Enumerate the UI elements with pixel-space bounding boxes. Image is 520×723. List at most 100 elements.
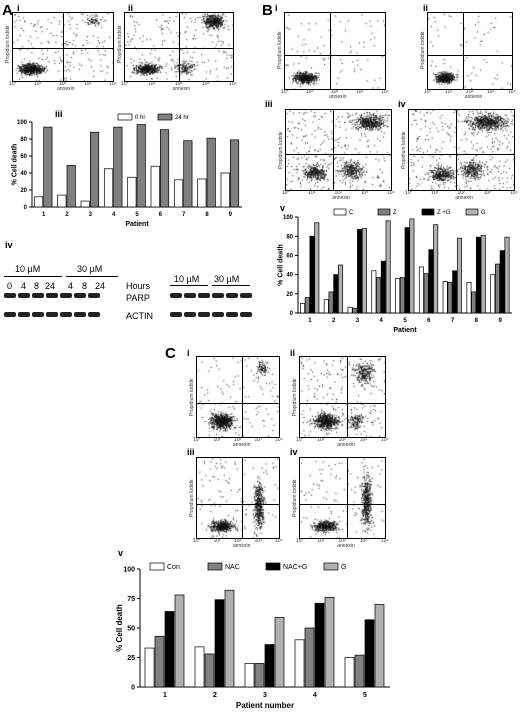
bar xyxy=(66,164,76,208)
bar xyxy=(471,291,477,314)
flow-b-i-xlabel: annexin xyxy=(329,94,347,100)
legend-label: Con xyxy=(167,564,180,571)
chart-b-v: 0 20 40 60 80 100 1 2 3 4 5 6 7 8 9 Patient % Cell death… xyxy=(277,208,512,333)
conc-10-line xyxy=(4,276,62,277)
bar xyxy=(164,611,175,688)
x-tick-label: 10° xyxy=(282,190,290,196)
quadrant-line-horizontal xyxy=(300,403,385,405)
quadrant-line-vertical xyxy=(242,458,244,538)
x-tick-label: 10⁴ xyxy=(109,81,117,87)
x-tick-label: 10³ xyxy=(359,538,367,544)
quadrant-line-vertical xyxy=(346,458,348,538)
flow-c-ii-points xyxy=(300,357,385,437)
blot-band xyxy=(212,293,224,298)
flow-a-i-xlabel: annexin xyxy=(57,86,75,92)
x-tick-label: 4 xyxy=(112,212,116,218)
x-tick-label: 10⁴ xyxy=(381,437,389,443)
flow-b-iii-points xyxy=(286,110,391,190)
bar xyxy=(376,277,382,314)
x-tick-label: 10⁴ xyxy=(381,89,389,95)
bar xyxy=(380,260,386,314)
bar xyxy=(364,619,375,688)
x-tick-label: 10² xyxy=(466,89,474,95)
bar xyxy=(423,273,429,314)
blot-band xyxy=(4,312,16,317)
x-tick-label: 10° xyxy=(405,190,413,196)
x-tick-label: 5 xyxy=(363,692,367,699)
y-tick-label: 50 xyxy=(127,625,135,632)
bar xyxy=(194,646,205,688)
bar xyxy=(328,291,334,314)
x-tick-label: 6 xyxy=(159,212,163,218)
sublabel-c-iii: iii xyxy=(187,447,195,457)
x-tick-label: 10² xyxy=(59,81,67,87)
x-tick-label: 3 xyxy=(263,692,267,699)
quadrant-line-horizontal xyxy=(428,54,512,56)
x-tick-label: 10⁴ xyxy=(387,190,395,196)
blot-band xyxy=(212,312,224,317)
x-tick-label: 10° xyxy=(281,89,289,95)
bar xyxy=(254,663,265,688)
bar xyxy=(466,281,472,314)
panel-label-a: A xyxy=(2,2,13,19)
x-tick-label: 10¹ xyxy=(148,81,156,87)
bar xyxy=(127,176,137,208)
flow-c-ii-ylabel: Propidium Iodide xyxy=(292,378,298,416)
blot-band xyxy=(46,293,58,298)
flow-c-i xyxy=(196,356,280,438)
flow-a-i xyxy=(12,12,114,82)
bar xyxy=(113,126,123,208)
bar xyxy=(442,280,448,314)
quadrant-line-vertical xyxy=(346,357,348,437)
x-tick-label: 4 xyxy=(380,318,384,324)
sublabel-c-v: v xyxy=(118,548,124,558)
bar xyxy=(357,229,363,314)
bar xyxy=(456,237,462,314)
western-blot: 10 µM 30 µM 0 4 8 24 4 8 24 Hours PARP A… xyxy=(0,250,260,330)
bar xyxy=(264,644,275,688)
y-tick-label: 0 xyxy=(24,205,28,211)
x-tick-label: 10³ xyxy=(359,437,367,443)
sublabel-c-ii: ii xyxy=(290,348,296,358)
bar xyxy=(103,168,114,208)
flow-c-iv-ylabel: Propidium Iodide xyxy=(292,479,298,517)
panel-label-c: C xyxy=(165,345,176,362)
bar xyxy=(204,653,215,688)
bar xyxy=(385,220,391,314)
bar xyxy=(229,139,240,208)
x-tick-label: 7 xyxy=(451,318,455,324)
flow-c-iii xyxy=(196,457,280,539)
sublabel-a-ii: ii xyxy=(128,3,134,13)
quadrant-line-horizontal xyxy=(409,154,514,155)
bar xyxy=(504,236,510,314)
bar xyxy=(314,222,320,314)
sublabel-c-iv: iv xyxy=(290,447,298,457)
flow-b-iii-xlabel: annexin xyxy=(332,195,350,201)
blot-band xyxy=(74,293,86,298)
bar xyxy=(159,129,170,208)
conc-30-line xyxy=(66,276,118,277)
blot-band xyxy=(32,312,44,317)
y-tick-label: 0 xyxy=(290,311,294,317)
x-tick-label: 10¹ xyxy=(317,538,325,544)
bar xyxy=(154,635,165,688)
bar xyxy=(43,126,53,208)
quadrant-line-vertical xyxy=(63,13,64,81)
bar xyxy=(300,303,306,314)
time-label: 24 xyxy=(45,281,56,291)
blot-band xyxy=(88,293,100,298)
blot-band xyxy=(32,293,44,298)
legend-label: G xyxy=(481,210,486,216)
x-tick-label: 10⁴ xyxy=(275,538,283,544)
flow-a-ii xyxy=(124,12,234,82)
bar xyxy=(433,224,439,314)
quadrant-line-horizontal xyxy=(286,154,391,155)
legend-swatch xyxy=(333,208,347,216)
bar xyxy=(480,234,486,314)
sublabel-b-ii: ii xyxy=(423,3,429,13)
x-tick-label: 10° xyxy=(9,81,17,87)
x-tick-label: 8 xyxy=(475,318,479,324)
y-tick-label: 20 xyxy=(20,188,27,194)
legend-swatch xyxy=(465,208,479,216)
bar xyxy=(304,297,310,314)
